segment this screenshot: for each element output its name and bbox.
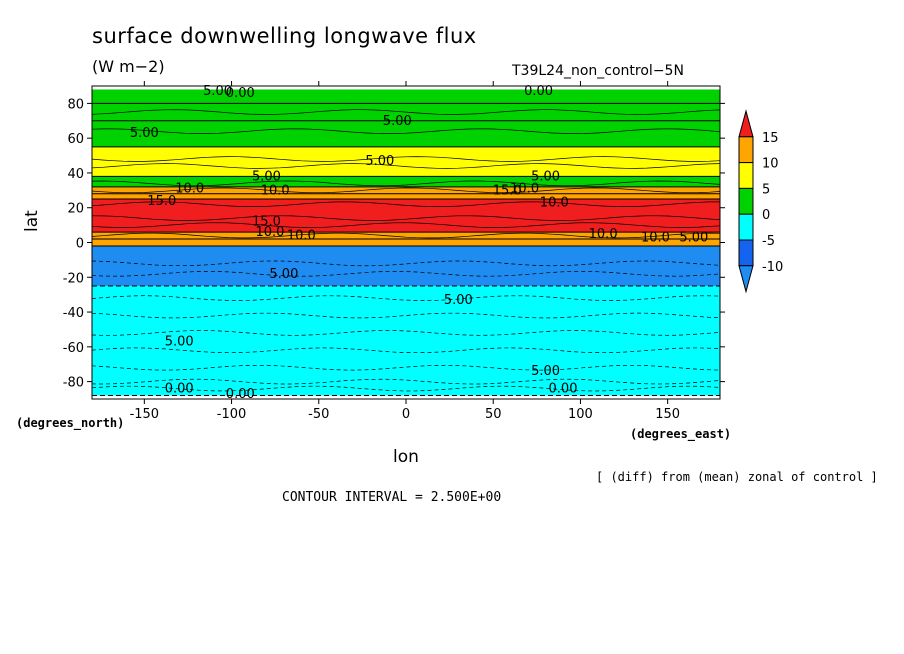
contour-label: 0.00	[226, 86, 255, 101]
contour-label: 15.0	[493, 183, 522, 198]
footnote: [ (diff) from (mean) zonal of control ]	[596, 470, 878, 484]
contour-label: 0.00	[226, 387, 255, 402]
band-cell	[92, 89, 720, 104]
contour-label: 10.0	[255, 225, 284, 240]
band-cell	[92, 232, 720, 240]
run-label: T39L24_non_control−5N	[512, 63, 684, 79]
contour-label: 5.00	[252, 169, 281, 184]
colorbar-label: 10	[762, 157, 779, 172]
contour-label: 10.0	[641, 230, 670, 245]
contour-label: 5.00	[444, 293, 473, 308]
contour-line	[91, 180, 721, 187]
contour-label: 5.00	[679, 230, 708, 245]
contour-label: 5.00	[269, 267, 298, 282]
contour-label: 5.00	[130, 126, 159, 141]
y-tick-label: 60	[67, 132, 84, 147]
chart-title: surface downwelling longwave flux	[92, 24, 477, 48]
x-tick-label: -50	[308, 407, 329, 422]
contour-line	[91, 232, 721, 239]
contour-label: 10.0	[175, 182, 204, 197]
contour-label: 5.00	[203, 84, 232, 99]
band-cell	[92, 285, 720, 396]
x-tick-label: 100	[568, 407, 593, 422]
contour-label: 5.00	[383, 114, 412, 129]
contour-label: 10.0	[510, 182, 539, 197]
y-tick-label: -80	[63, 376, 84, 391]
band-cell	[92, 146, 720, 177]
contour-line	[91, 156, 721, 162]
contour-line	[91, 201, 720, 207]
contour-interval: CONTOUR INTERVAL = 2.500E+00	[282, 490, 502, 505]
x-tick-label: -100	[217, 407, 247, 422]
contour-line	[91, 187, 721, 194]
contour-label: 5.00	[165, 335, 194, 350]
colorbar-label: 15	[762, 131, 779, 146]
y-tick-label: -20	[63, 271, 84, 286]
contour-line	[91, 163, 721, 169]
contour-line	[91, 222, 721, 228]
y-tick-label: -60	[63, 341, 84, 356]
colorbar-arrow-bottom	[738, 265, 754, 294]
contour-line	[91, 215, 721, 221]
x-tick-label: 0	[402, 407, 410, 422]
units-label: (W m−2)	[92, 57, 165, 76]
x-tick-label: 50	[485, 407, 502, 422]
y-axis-label: lat	[22, 210, 42, 232]
contour-label: 5.00	[531, 169, 560, 184]
contour-label: 15.0	[252, 215, 281, 230]
y-tick-label: 80	[67, 97, 84, 112]
band-cell	[92, 186, 720, 194]
contour-line	[91, 128, 721, 134]
colorbar-label: 0	[762, 208, 770, 223]
colorbar-segment	[738, 239, 754, 267]
y-tick-label: 40	[67, 167, 84, 182]
contour-line	[91, 109, 721, 115]
contour-label: 5.00	[365, 154, 394, 169]
band-cell	[92, 239, 720, 246]
band-cell	[92, 193, 720, 200]
x-tick-label: 150	[655, 407, 680, 422]
y-tick-label: -40	[63, 306, 84, 321]
band-cell	[92, 199, 720, 233]
colorbar-segment	[738, 213, 754, 241]
contour-label: 5.00	[531, 364, 560, 379]
x-tick-label: -150	[130, 407, 160, 422]
contour-label: 10.0	[589, 227, 618, 242]
x-unit-label: (degrees_east)	[630, 427, 732, 441]
y-tick-label: 20	[67, 202, 84, 217]
contour-label: 10.0	[287, 229, 316, 244]
colorbar-label: -10	[762, 260, 783, 275]
contour-label: 0.00	[549, 382, 578, 397]
band-cell	[92, 176, 720, 187]
colorbar-segment	[738, 136, 754, 164]
colorbar-label: -5	[762, 234, 775, 249]
contour-label: 0.00	[165, 382, 194, 397]
contour-label: 0.00	[524, 84, 553, 99]
contour-label: 10.0	[261, 183, 290, 198]
colorbar-segment	[738, 162, 754, 189]
colorbar-label: 5	[762, 182, 770, 197]
colorbar-arrow-top	[738, 109, 754, 138]
plot-background	[92, 86, 720, 90]
band-cell	[92, 245, 720, 286]
x-axis-label: lon	[393, 447, 419, 467]
contour-label: 15.0	[147, 194, 176, 209]
contour-label: 10.0	[540, 196, 569, 211]
colorbar-segment	[738, 187, 754, 215]
y-tick-label: 0	[76, 237, 84, 252]
y-unit-label: (degrees_north)	[16, 416, 125, 430]
